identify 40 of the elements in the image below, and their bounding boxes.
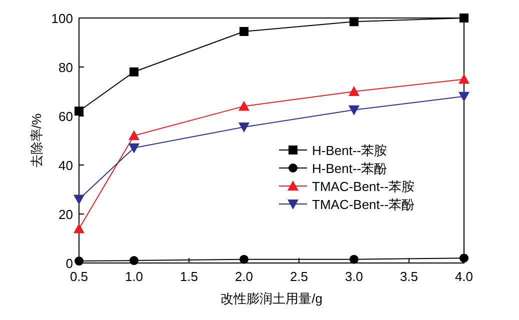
- x-tick-label: 1.0: [124, 269, 144, 284]
- point: [460, 254, 468, 263]
- point: [238, 100, 250, 111]
- point: [240, 26, 248, 36]
- y-tick-label: 20: [58, 207, 73, 222]
- x-tick-label: 3.0: [344, 269, 364, 284]
- point: [458, 74, 470, 84]
- point: [238, 122, 250, 133]
- point: [348, 86, 360, 96]
- point: [350, 254, 358, 264]
- point: [74, 256, 84, 266]
- x-tick-label: 3.5: [400, 269, 418, 284]
- x-tick-label: 2.0: [234, 269, 254, 284]
- x-tick-label: 0.5: [70, 269, 88, 284]
- y-tick-label: 0: [66, 256, 73, 271]
- y-tick-label: 40: [58, 158, 73, 173]
- point: [130, 67, 138, 76]
- point: [348, 105, 360, 116]
- legend-label: H-Bent--苯酚: [312, 161, 388, 176]
- point: [240, 254, 248, 264]
- point: [128, 143, 140, 154]
- point: [130, 256, 138, 266]
- x-axis-title: 改性膨润土用量/g: [220, 291, 322, 306]
- point: [74, 223, 84, 234]
- y-tick-label: 60: [58, 109, 73, 124]
- x-tick-label: 1.5: [180, 269, 198, 284]
- legend-label: H-Bent--苯胺: [312, 143, 388, 158]
- x-tick-label: 4.0: [454, 269, 474, 284]
- point: [350, 17, 358, 26]
- y-axis-title: 去除率/%: [29, 112, 44, 168]
- point: [74, 106, 84, 116]
- y-tick-label: 80: [58, 60, 73, 75]
- point: [460, 14, 468, 22]
- legend-label: TMAC-Bent--苯胺: [312, 179, 415, 194]
- y-tick-label: 100: [51, 11, 73, 26]
- point: [128, 130, 140, 140]
- point: [458, 92, 470, 102]
- legend-label: TMAC-Bent--苯酚: [312, 197, 415, 212]
- point: [74, 194, 84, 205]
- x-tick-label: 2.5: [290, 269, 308, 284]
